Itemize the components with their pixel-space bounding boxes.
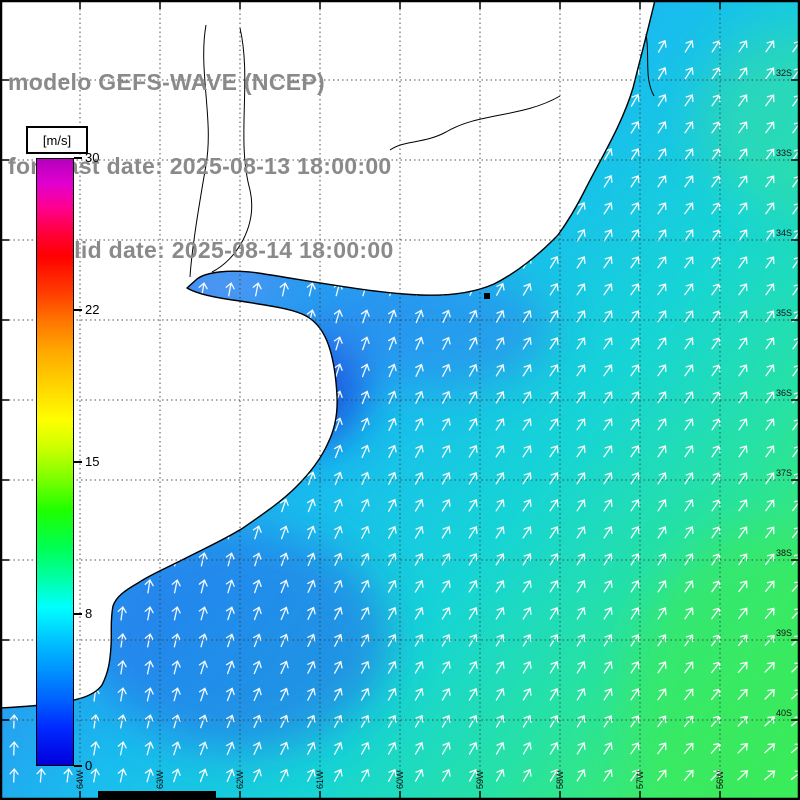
- lat-label: 40S: [776, 708, 792, 718]
- lon-label: 63W: [155, 770, 165, 789]
- lon-label: 60W: [395, 770, 405, 789]
- landmass: [0, 0, 656, 709]
- wind-speed-patch: [310, 270, 550, 390]
- lat-label: 33S: [776, 148, 792, 158]
- lon-label: 57W: [635, 770, 645, 789]
- rivers: [189, 24, 655, 278]
- model-name-label: modelo GEFS-WAVE (NCEP): [8, 69, 325, 95]
- lon-label: 64W: [75, 770, 85, 789]
- lon-label: 56W: [715, 770, 725, 789]
- lat-label: 39S: [776, 628, 792, 638]
- lat-label: 36S: [776, 388, 792, 398]
- lon-label: 61W: [315, 770, 325, 789]
- colorbar-gradient: [36, 158, 74, 766]
- city-marker: [484, 293, 490, 299]
- lat-label: 34S: [776, 228, 792, 238]
- colorbar-unit-label: [m/s]: [26, 126, 88, 154]
- river: [189, 24, 209, 278]
- river: [211, 27, 253, 273]
- lat-label: 38S: [776, 548, 792, 558]
- bottom-scale-bar: [98, 791, 216, 798]
- wind-speed-patch: [630, 530, 800, 800]
- forecast-date-label: forecast date: 2025-08-13 18:00:00: [8, 153, 392, 179]
- lat-label: 35S: [776, 308, 792, 318]
- river: [645, 33, 655, 97]
- lon-label: 62W: [235, 770, 245, 789]
- wind-speed-patch: [700, 30, 800, 210]
- lat-label: 32S: [776, 68, 792, 78]
- axis-labels: 64W 63W 62W 61W 60W 59W 58W 57W 56W 32S 33S 34S 35S 3…: [75, 68, 792, 789]
- river: [389, 95, 561, 151]
- lon-label: 58W: [555, 770, 565, 789]
- lon-label: 59W: [475, 770, 485, 789]
- lat-label: 37S: [776, 468, 792, 478]
- map-title: modelo GEFS-WAVE (NCEP) forecast date: 2…: [8, 12, 394, 320]
- valid-date-label: valid date: 2025-08-14 18:00:00: [48, 237, 394, 263]
